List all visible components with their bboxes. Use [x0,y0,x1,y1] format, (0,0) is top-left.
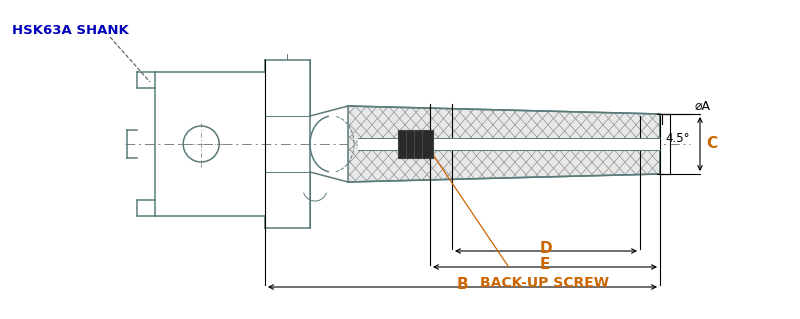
Polygon shape [348,106,660,182]
Text: C: C [706,137,717,152]
Text: D: D [540,241,552,256]
Text: BACK-UP SCREW: BACK-UP SCREW [480,276,609,290]
Text: E: E [540,257,550,272]
Text: B: B [457,277,468,292]
Text: HSK63A SHANK: HSK63A SHANK [12,25,129,38]
Text: 4.5°: 4.5° [665,132,690,145]
Text: ⌀A: ⌀A [695,100,711,113]
Bar [398,130,433,158]
Bar [358,138,660,150]
